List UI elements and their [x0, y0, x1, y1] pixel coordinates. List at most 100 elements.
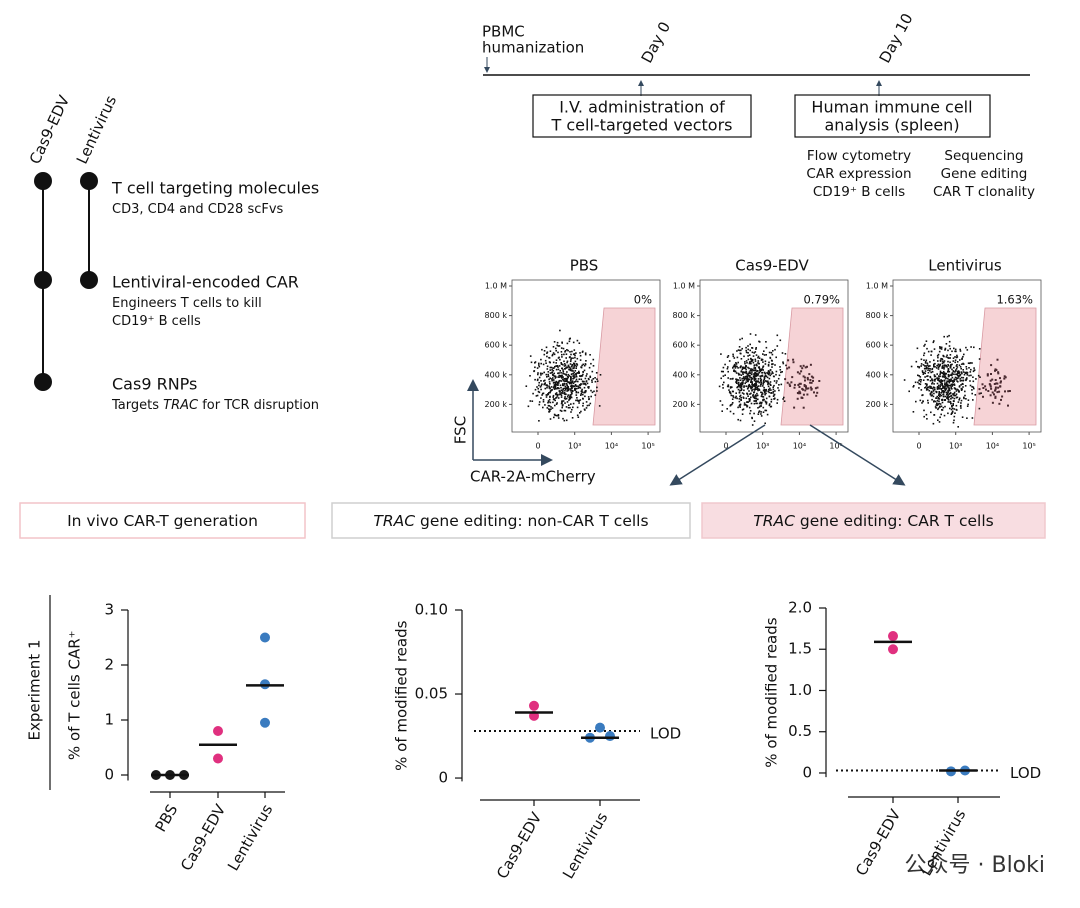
cloud-dot [947, 380, 949, 383]
gate-dot [801, 367, 804, 370]
cloud-dot [732, 412, 735, 415]
cloud-dot [951, 383, 953, 385]
cloud-dot [557, 387, 559, 389]
cloud-dot [939, 395, 941, 398]
cloud-dot [560, 376, 562, 378]
cloud-dot [949, 361, 951, 364]
cloud-dot [934, 362, 936, 365]
gate-dot [994, 389, 996, 392]
cloud-dot [733, 357, 736, 359]
cloud-dot [931, 367, 934, 370]
cloud-dot [740, 352, 742, 355]
cloud-dot [949, 407, 951, 410]
cloud-dot [570, 382, 572, 384]
cloud-dot [566, 395, 569, 398]
cloud-dot [759, 405, 762, 407]
cloud-dot [919, 381, 922, 383]
cloud-dot [565, 357, 567, 359]
cloud-dot [751, 373, 753, 375]
cloud-dot [933, 365, 935, 368]
cloud-dot [955, 356, 958, 359]
cloud-dot [567, 366, 569, 369]
cloud-dot [933, 400, 935, 403]
cloud-dot [969, 384, 972, 387]
gate-dot [806, 393, 809, 396]
cloud-dot [954, 412, 956, 414]
cloud-dot [726, 356, 729, 358]
cloud-dot [930, 371, 932, 374]
cloud-dot [956, 409, 958, 411]
cloud-dot [757, 398, 759, 401]
cloud-dot [564, 350, 567, 352]
cloud-dot [547, 400, 550, 402]
cloud-dot [766, 376, 769, 379]
cloud-dot [579, 354, 582, 357]
cloud-dot [553, 388, 556, 390]
cloud-dot [928, 389, 931, 392]
cloud-dot [559, 391, 561, 393]
gate-dot [787, 359, 790, 362]
cloud-dot [572, 353, 575, 356]
cloud-dot [737, 349, 740, 351]
cloud-dot [565, 353, 568, 355]
cloud-dot [957, 390, 960, 393]
y-axis-label: % of T cells CAR⁺ [66, 630, 84, 760]
cloud-dot [740, 370, 742, 373]
cloud-dot [549, 377, 551, 379]
cloud-dot [955, 404, 958, 407]
dot-cloud [525, 329, 602, 422]
cloud-dot [561, 353, 563, 356]
cloud-dot [746, 405, 748, 408]
data-point [888, 631, 898, 642]
cloud-dot [728, 360, 731, 362]
cloud-dot [930, 385, 932, 388]
cloud-dot [941, 362, 944, 365]
cloud-dot [560, 372, 562, 374]
cloud-dot [745, 346, 747, 349]
cloud-dot [929, 361, 931, 363]
gate-percent: 1.63% [996, 293, 1033, 307]
cloud-dot [551, 353, 554, 356]
cloud-dot [752, 395, 754, 397]
cloud-dot [760, 405, 762, 407]
cloud-dot [569, 381, 572, 383]
gate-dot [986, 373, 989, 376]
cloud-dot [917, 374, 919, 377]
cloud-dot [549, 391, 551, 394]
cloud-dot [571, 381, 573, 383]
gate-dot [802, 364, 805, 367]
cloud-dot [946, 335, 949, 338]
cloud-dot [764, 374, 767, 377]
cloud-dot [960, 371, 963, 373]
cloud-dot [751, 416, 753, 419]
text-segment: Targets [111, 398, 163, 413]
cloud-dot [540, 384, 543, 387]
cloud-dot [953, 397, 956, 400]
banner-text: TRAC gene editing: CAR T cells [753, 512, 993, 530]
cloud-dot [772, 350, 774, 352]
cloud-dot [966, 417, 968, 419]
cloud-dot [581, 364, 583, 367]
cloud-dot [924, 383, 927, 385]
cloud-dot [770, 392, 772, 394]
cloud-dot [529, 375, 531, 377]
cloud-dot [735, 362, 737, 364]
item-detail: CD3, CD4 and CD28 scFvs [112, 202, 284, 217]
cloud-dot [767, 373, 770, 375]
cloud-dot [952, 360, 955, 362]
cloud-dot [776, 402, 778, 404]
cloud-dot [943, 373, 946, 375]
gate-dot [796, 392, 799, 394]
cloud-dot [761, 374, 764, 377]
cloud-dot [557, 368, 560, 371]
gate-dot [784, 378, 787, 381]
cloud-dot [736, 356, 739, 359]
cloud-dot [747, 378, 749, 381]
cloud-dot [947, 364, 950, 367]
cloud-dot [737, 406, 739, 409]
gate-dot [994, 369, 996, 372]
y-tick-label: 0.10 [415, 601, 448, 619]
cloud-dot [944, 364, 947, 367]
gate-dot [993, 393, 995, 396]
cloud-dot [549, 418, 552, 420]
